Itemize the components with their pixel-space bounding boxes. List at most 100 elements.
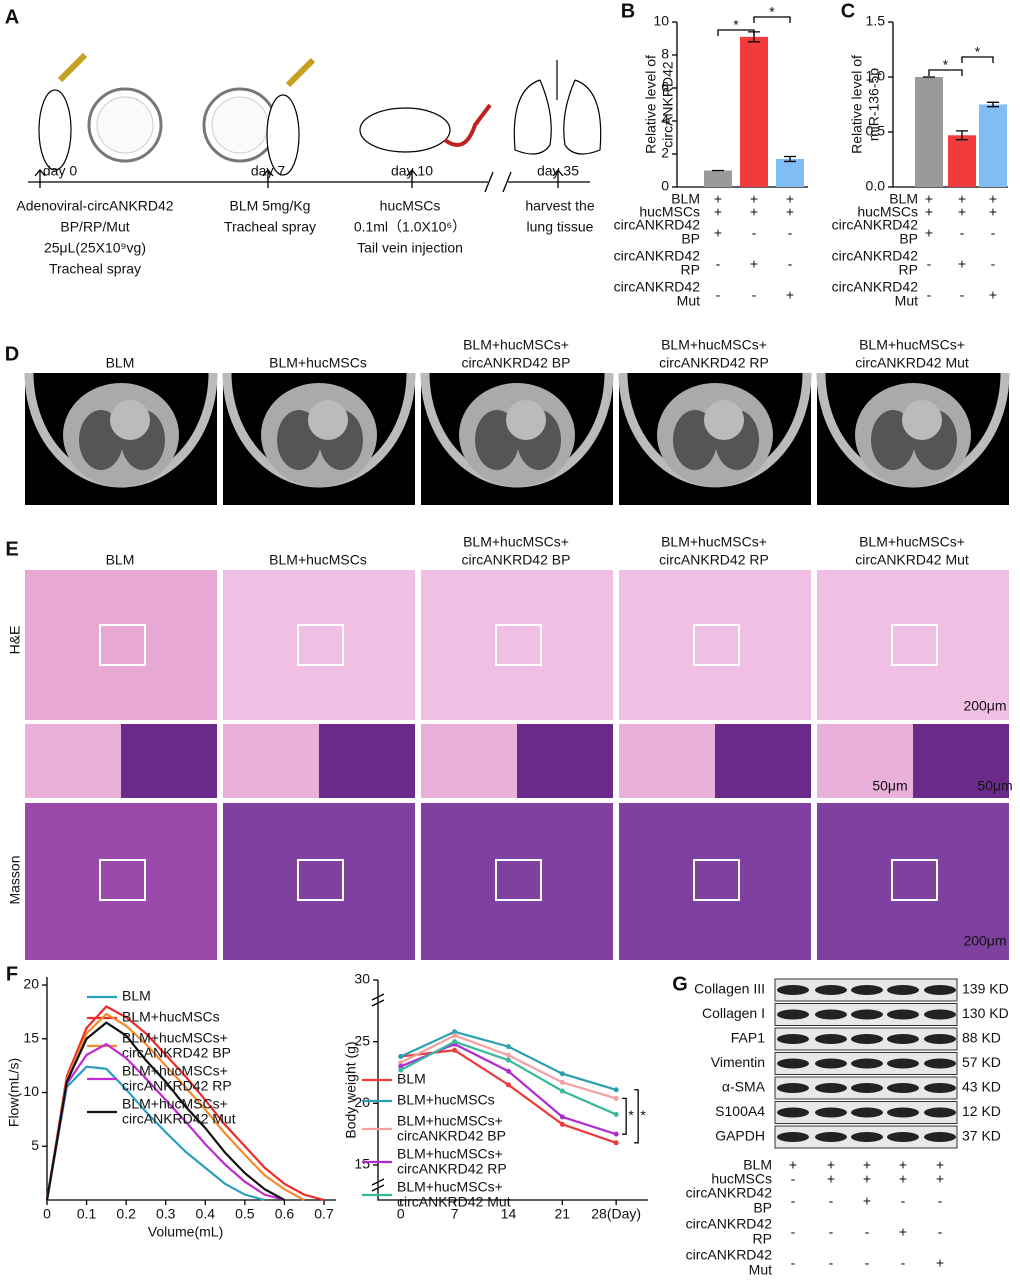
line-series xyxy=(45,1065,265,1202)
y-tick-label: 4 xyxy=(661,112,669,128)
zoom-box xyxy=(297,624,344,666)
condition-label: circANKRD42 xyxy=(614,217,701,233)
y-axis-label: Relative level of xyxy=(849,55,865,154)
point xyxy=(452,1029,458,1035)
condition-sign: + xyxy=(786,204,794,220)
condition-sign: - xyxy=(960,225,965,241)
condition-sign: + xyxy=(899,1171,907,1187)
he-image xyxy=(223,570,415,720)
condition-sign: - xyxy=(716,256,721,272)
y-tick-label: 15 xyxy=(354,1156,370,1172)
condition-label: circANKRD42 xyxy=(686,1216,773,1232)
masson-image xyxy=(817,803,1009,960)
condition-sign: - xyxy=(791,1224,796,1240)
point xyxy=(613,1095,619,1101)
significance-label: * xyxy=(640,1107,646,1123)
y-tick-label: 0.0 xyxy=(866,178,886,194)
row-label: H&E xyxy=(7,626,23,655)
condition-sign: + xyxy=(899,1157,907,1173)
scale-bar-label: 50μm xyxy=(977,778,1012,794)
image-title: circANKRD42 RP xyxy=(659,552,769,568)
x-tick-label: 0.4 xyxy=(196,1206,216,1222)
blot-band xyxy=(924,1009,956,1020)
blot-band xyxy=(887,1009,919,1020)
legend-label: circANKRD42 RP xyxy=(122,1078,232,1094)
condition-sign: + xyxy=(750,191,758,207)
point xyxy=(398,1063,404,1069)
x-tick-label: 0.6 xyxy=(275,1206,295,1222)
y-tick-label: 8 xyxy=(661,46,669,62)
significance-label: * xyxy=(943,57,949,73)
condition-sign: - xyxy=(991,225,996,241)
panel-label: A xyxy=(5,6,19,28)
condition-sign: + xyxy=(989,204,997,220)
masson-image xyxy=(421,803,613,960)
step-text: BLM 5mg/Kg xyxy=(230,198,311,214)
masson-zoom xyxy=(715,724,811,798)
significance-label: * xyxy=(628,1107,634,1123)
blot-band xyxy=(887,1107,919,1118)
legend-label: BLM+hucMSCs+ xyxy=(122,1096,228,1112)
point xyxy=(559,1121,565,1127)
condition-label: hucMSCs xyxy=(857,204,918,220)
blot-band xyxy=(887,1058,919,1069)
bar xyxy=(740,36,768,187)
arrow xyxy=(262,168,274,188)
axis-break xyxy=(484,171,512,193)
condition-sign: + xyxy=(714,191,722,207)
condition-sign: + xyxy=(789,1157,797,1173)
legend-label: BLM xyxy=(397,1071,426,1087)
image-title: BLM+hucMSCs+ xyxy=(661,337,767,353)
step-day: day 10 xyxy=(391,163,433,179)
point xyxy=(452,1039,458,1045)
step-text: lung tissue xyxy=(527,219,594,235)
condition-sign: - xyxy=(901,1255,906,1271)
condition-label: circANKRD42 xyxy=(832,279,919,295)
significance-label: * xyxy=(975,44,981,60)
blot-band xyxy=(887,985,919,995)
step-day: day 7 xyxy=(251,163,285,179)
size-label: 88 KD xyxy=(962,1030,1001,1046)
y-tick-label: 6 xyxy=(661,79,669,95)
condition-sign: + xyxy=(714,204,722,220)
condition-label: circANKRD42 xyxy=(614,279,701,295)
step-text: hucMSCs xyxy=(380,198,441,214)
condition-sign: - xyxy=(752,225,757,241)
condition-label: hucMSCs xyxy=(639,204,700,220)
step-text: 25μL(25X10⁹vg) xyxy=(44,240,146,256)
zoom-box xyxy=(891,624,938,666)
condition-sign: - xyxy=(901,1193,906,1209)
condition-sign: - xyxy=(716,287,721,303)
step-text: BP/RP/Mut xyxy=(60,219,129,235)
significance-bracket xyxy=(753,16,791,23)
point xyxy=(452,1033,458,1038)
condition-sign: - xyxy=(788,256,793,272)
axis-break xyxy=(371,993,385,1192)
blot-band xyxy=(924,1034,956,1044)
mouse-icon xyxy=(38,89,72,171)
error-bar xyxy=(956,130,968,141)
legend-label: BLM+hucMSCs xyxy=(397,1092,495,1108)
condition-sign: + xyxy=(899,1224,907,1240)
row-label: Masson xyxy=(7,855,23,904)
protein-label: α-SMA xyxy=(722,1079,766,1095)
condition-sign: + xyxy=(958,256,966,272)
condition-sign: - xyxy=(791,1255,796,1271)
size-label: 12 KD xyxy=(962,1103,1001,1119)
blot-band xyxy=(887,1034,919,1044)
condition-sign: + xyxy=(827,1157,835,1173)
syringe xyxy=(285,57,316,88)
arrow xyxy=(34,168,46,188)
protein-label: Collagen III xyxy=(694,981,765,997)
plasmid xyxy=(211,96,269,154)
blot-band xyxy=(815,1009,847,1020)
image-title: BLM+hucMSCs xyxy=(269,552,367,568)
image-title: BLM xyxy=(106,552,135,568)
point xyxy=(613,1140,619,1146)
condition-label: BLM xyxy=(743,1157,772,1173)
point xyxy=(505,1068,511,1074)
bar xyxy=(776,158,804,187)
point xyxy=(613,1087,619,1093)
y-tick-label: 10 xyxy=(653,13,669,29)
step-text: Tracheal spray xyxy=(224,219,316,235)
